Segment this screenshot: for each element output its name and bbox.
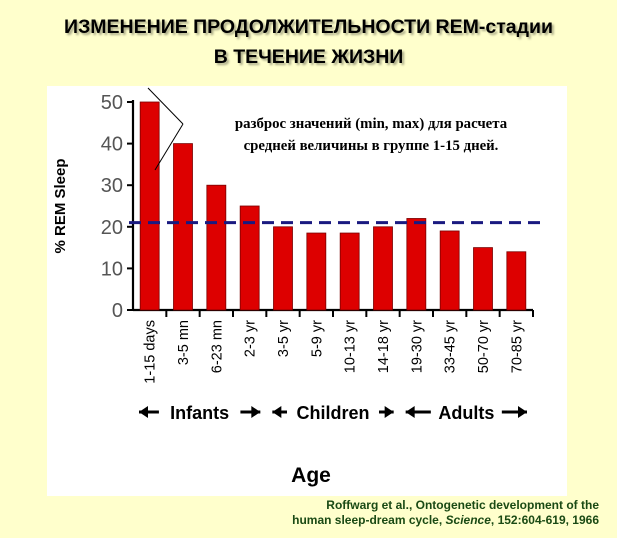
x-tick-label-11: 70-85 yr xyxy=(509,320,525,373)
bar-6 xyxy=(339,232,360,311)
x-tick-label-9: 33-45 yr xyxy=(443,320,459,373)
bar-3 xyxy=(239,205,260,311)
bar-7 xyxy=(373,226,393,311)
y-tick-label-4: 40 xyxy=(101,134,123,156)
bar-5 xyxy=(306,232,327,311)
x-tick-label-10: 50-70 yr xyxy=(476,320,492,373)
group-arrow-right-0 xyxy=(251,406,261,418)
annotation-line-2: средней величины в группе 1-15 дней. xyxy=(243,138,499,154)
x-tick-label-4: 3-5 yr xyxy=(276,320,292,357)
citation-line-2-pre: human sleep-dream cycle, xyxy=(292,513,446,527)
y-tick-label-0: 0 xyxy=(112,300,123,322)
bar-11 xyxy=(506,251,527,311)
x-axis-title: Age xyxy=(291,464,331,487)
title-line-2: В ТЕЧЕНИЕ ЖИЗНИ xyxy=(213,46,404,68)
group-arrow-left-0 xyxy=(139,406,148,418)
citation-line-2: human sleep-dream cycle, Science, 152:60… xyxy=(292,513,599,528)
bar-4 xyxy=(273,226,293,311)
group-arrow-right-2 xyxy=(518,406,527,418)
x-tick-label-6: 10-13 yr xyxy=(343,320,359,373)
x-tick-label-7: 14-18 yr xyxy=(376,320,392,373)
bar-0 xyxy=(139,101,160,311)
group-label-0: Infants xyxy=(170,403,229,423)
group-label-bg-2 xyxy=(430,400,502,424)
y-tick-label-1: 10 xyxy=(101,258,123,280)
annotation-line-1: разброс значений (min, max) для расчета xyxy=(234,116,508,132)
x-tick-label-8: 19-30 yr xyxy=(409,320,425,373)
annotation-leader-upper xyxy=(147,87,184,125)
citation: Roffwarg et al., Ontogenetic development… xyxy=(292,498,599,528)
y-tick-label-3: 30 xyxy=(101,175,123,197)
x-tick-label-3: 2-3 yr xyxy=(243,320,259,357)
bar-10 xyxy=(473,247,493,311)
x-tick-label-5: 5-9 yr xyxy=(309,320,325,357)
group-label-1: Children xyxy=(296,403,369,423)
y-axis-title: % REM Sleep xyxy=(52,158,69,253)
group-arrow-right-1 xyxy=(384,406,394,418)
y-tick-label-2: 20 xyxy=(101,217,123,239)
y-tick-label-5: 50 xyxy=(101,92,123,114)
slide-title: ИЗМЕНЕНИЕ ПРОДОЛЖИТЕЛЬНОСТИ REM-стадии В… xyxy=(0,12,617,72)
group-arrow-left-2 xyxy=(405,406,415,418)
title-line-1: ИЗМЕНЕНИЕ ПРОДОЛЖИТЕЛЬНОСТИ REM-стадии xyxy=(64,16,553,38)
group-label-bg-0 xyxy=(158,400,241,424)
rem-sleep-bar-chart: 0 10 20 30 40 50 % REM Sleep 1-15 days 3-5 mn 6-2… xyxy=(52,87,543,487)
x-tick-label-2: 6-23 mn xyxy=(209,320,225,373)
x-tick-label-0: 1-15 days xyxy=(143,320,159,384)
annotation-leader-lower xyxy=(154,123,184,171)
bar-9 xyxy=(439,230,460,311)
citation-line-1: Roffwarg et al., Ontogenetic development… xyxy=(326,498,599,512)
group-label-bg-1 xyxy=(287,400,379,424)
bar-2 xyxy=(206,184,227,311)
x-tick-label-1: 3-5 mn xyxy=(176,320,192,365)
chart-panel: 0 10 20 30 40 50 % REM Sleep 1-15 days 3-5 mn 6-2… xyxy=(47,86,567,496)
bar-8 xyxy=(406,218,427,311)
citation-line-2-post: , 152:604-619, 1966 xyxy=(490,513,599,527)
range-annotation: разброс значений (min, max) для расчета … xyxy=(186,113,556,157)
group-label-2: Adults xyxy=(438,403,494,423)
bar-1 xyxy=(173,143,193,311)
citation-journal: Science xyxy=(445,513,491,527)
group-arrow-left-1 xyxy=(272,406,282,418)
